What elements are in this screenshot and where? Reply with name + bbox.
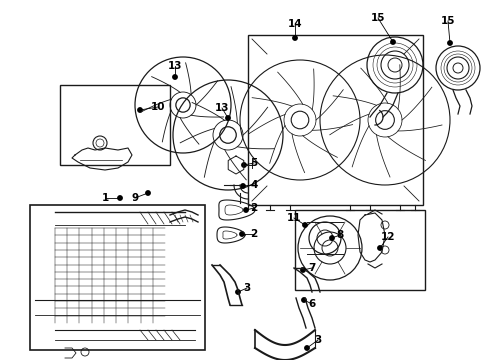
Text: 3: 3 — [315, 335, 321, 345]
Text: 15: 15 — [371, 13, 385, 23]
Bar — [248, 35, 423, 205]
Text: 9: 9 — [131, 193, 139, 203]
Circle shape — [303, 223, 307, 227]
Circle shape — [378, 246, 382, 250]
Circle shape — [391, 40, 395, 44]
Text: 10: 10 — [151, 102, 165, 112]
Bar — [30, 205, 205, 350]
Text: 11: 11 — [287, 213, 301, 223]
Text: 2: 2 — [250, 203, 258, 213]
Text: 4: 4 — [250, 180, 258, 190]
Bar — [60, 85, 170, 165]
Text: 3: 3 — [244, 283, 250, 293]
Bar — [295, 210, 425, 290]
Circle shape — [241, 184, 245, 188]
Circle shape — [302, 298, 306, 302]
Circle shape — [242, 163, 246, 167]
Text: 15: 15 — [441, 16, 455, 26]
Circle shape — [226, 116, 230, 120]
Text: 14: 14 — [288, 19, 302, 29]
Circle shape — [293, 36, 297, 40]
Circle shape — [138, 108, 142, 112]
Text: 5: 5 — [250, 158, 258, 168]
Text: 1: 1 — [101, 193, 109, 203]
Circle shape — [146, 191, 150, 195]
Text: 13: 13 — [168, 61, 182, 71]
Circle shape — [448, 41, 452, 45]
Circle shape — [301, 268, 305, 272]
Circle shape — [244, 208, 248, 212]
Text: 6: 6 — [308, 299, 316, 309]
Circle shape — [305, 346, 309, 350]
Text: 7: 7 — [308, 263, 316, 273]
Text: 8: 8 — [336, 230, 343, 240]
Text: 13: 13 — [215, 103, 229, 113]
Circle shape — [236, 290, 240, 294]
Circle shape — [173, 75, 177, 79]
Circle shape — [240, 232, 244, 236]
Circle shape — [330, 236, 334, 240]
Text: 12: 12 — [381, 232, 395, 242]
Text: 2: 2 — [250, 229, 258, 239]
Circle shape — [118, 196, 122, 200]
